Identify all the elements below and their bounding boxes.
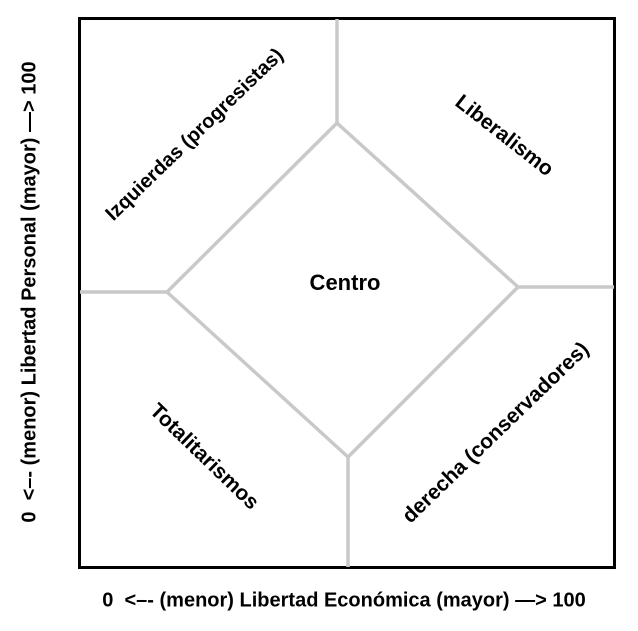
region-label-centro: Centro — [309, 270, 381, 295]
y-axis-label: 0 <–- (menor) Libertad Personal (mayor) … — [18, 61, 41, 523]
x-axis-label: 0 <–- (menor) Libertad Económica (mayor)… — [102, 589, 586, 612]
